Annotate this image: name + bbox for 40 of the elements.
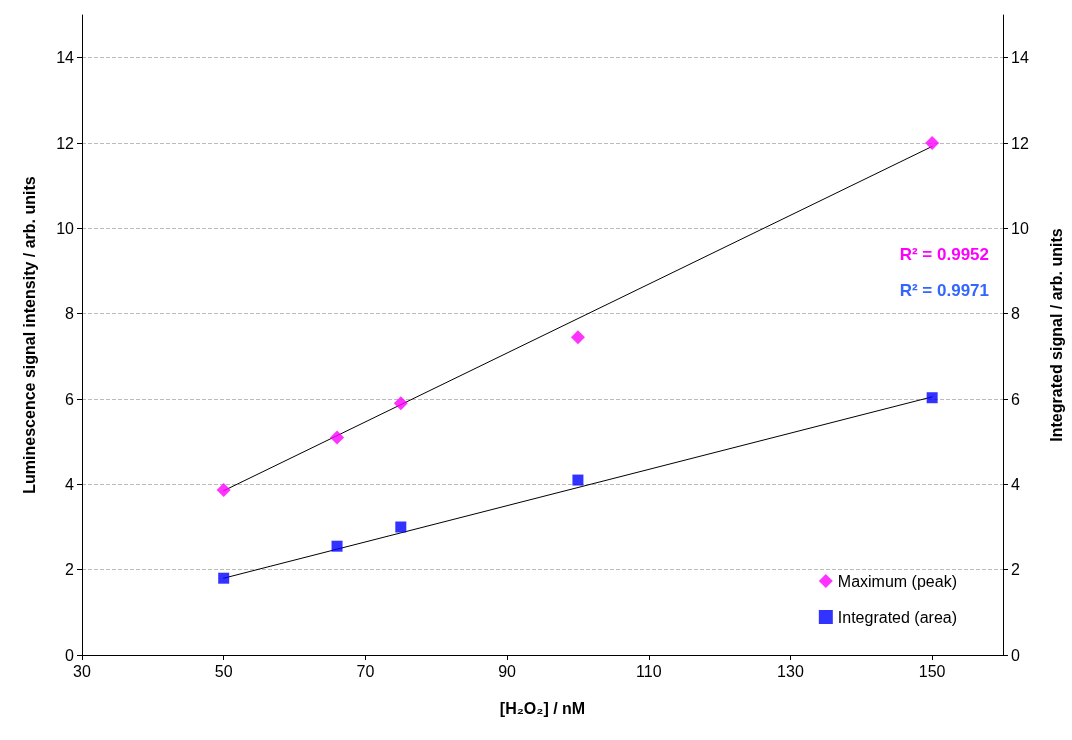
point bbox=[330, 430, 345, 445]
point bbox=[216, 482, 231, 497]
x-tick-label: 150 bbox=[918, 662, 946, 680]
y-tick-label: 8 bbox=[65, 305, 75, 323]
x-axis-title: [H₂O₂] / nM bbox=[499, 699, 586, 717]
y2-tick-label: 12 bbox=[1011, 134, 1029, 152]
y-tick-label: 10 bbox=[56, 219, 75, 237]
point bbox=[570, 330, 585, 345]
point bbox=[393, 396, 408, 411]
y2-tick-label: 4 bbox=[1011, 475, 1020, 493]
x-tick-label: 50 bbox=[214, 662, 233, 680]
y2-tick-label: 10 bbox=[1011, 219, 1029, 237]
y2-tick-label: 14 bbox=[1011, 49, 1029, 67]
y2-tick-label: 6 bbox=[1011, 390, 1020, 408]
legend-label: Maximum (peak) bbox=[837, 572, 957, 590]
point bbox=[218, 572, 230, 584]
x-tick-label: 130 bbox=[777, 662, 804, 680]
y2-tick-label: 0 bbox=[1011, 646, 1020, 664]
y-tick-label: 14 bbox=[56, 49, 75, 67]
y-tick-label: 12 bbox=[56, 134, 75, 152]
point bbox=[926, 392, 938, 404]
annotation: R² = 0.9971 bbox=[899, 281, 989, 300]
x-tick-label: 70 bbox=[356, 662, 375, 680]
y2-tick-label: 8 bbox=[1011, 305, 1020, 323]
y-tick-label: 6 bbox=[65, 390, 75, 408]
point bbox=[331, 540, 343, 552]
y-tick-label: 4 bbox=[65, 475, 75, 493]
annotation: R² = 0.9952 bbox=[899, 245, 989, 264]
y-tick-label: 0 bbox=[65, 646, 75, 664]
y2-axis-title: Integrated signal / arb. units bbox=[1047, 228, 1065, 442]
x-tick-label: 30 bbox=[73, 662, 91, 680]
y-tick-label: 2 bbox=[65, 561, 75, 579]
x-tick-label: 90 bbox=[498, 662, 517, 680]
x-tick-label: 110 bbox=[636, 662, 662, 680]
point bbox=[572, 474, 584, 486]
y-axis-title: Luminescence signal intensity / arb. units bbox=[20, 176, 38, 494]
y2-tick-label: 2 bbox=[1011, 561, 1020, 579]
legend-label: Integrated (area) bbox=[837, 608, 958, 626]
point bbox=[925, 136, 940, 150]
point bbox=[395, 521, 407, 533]
